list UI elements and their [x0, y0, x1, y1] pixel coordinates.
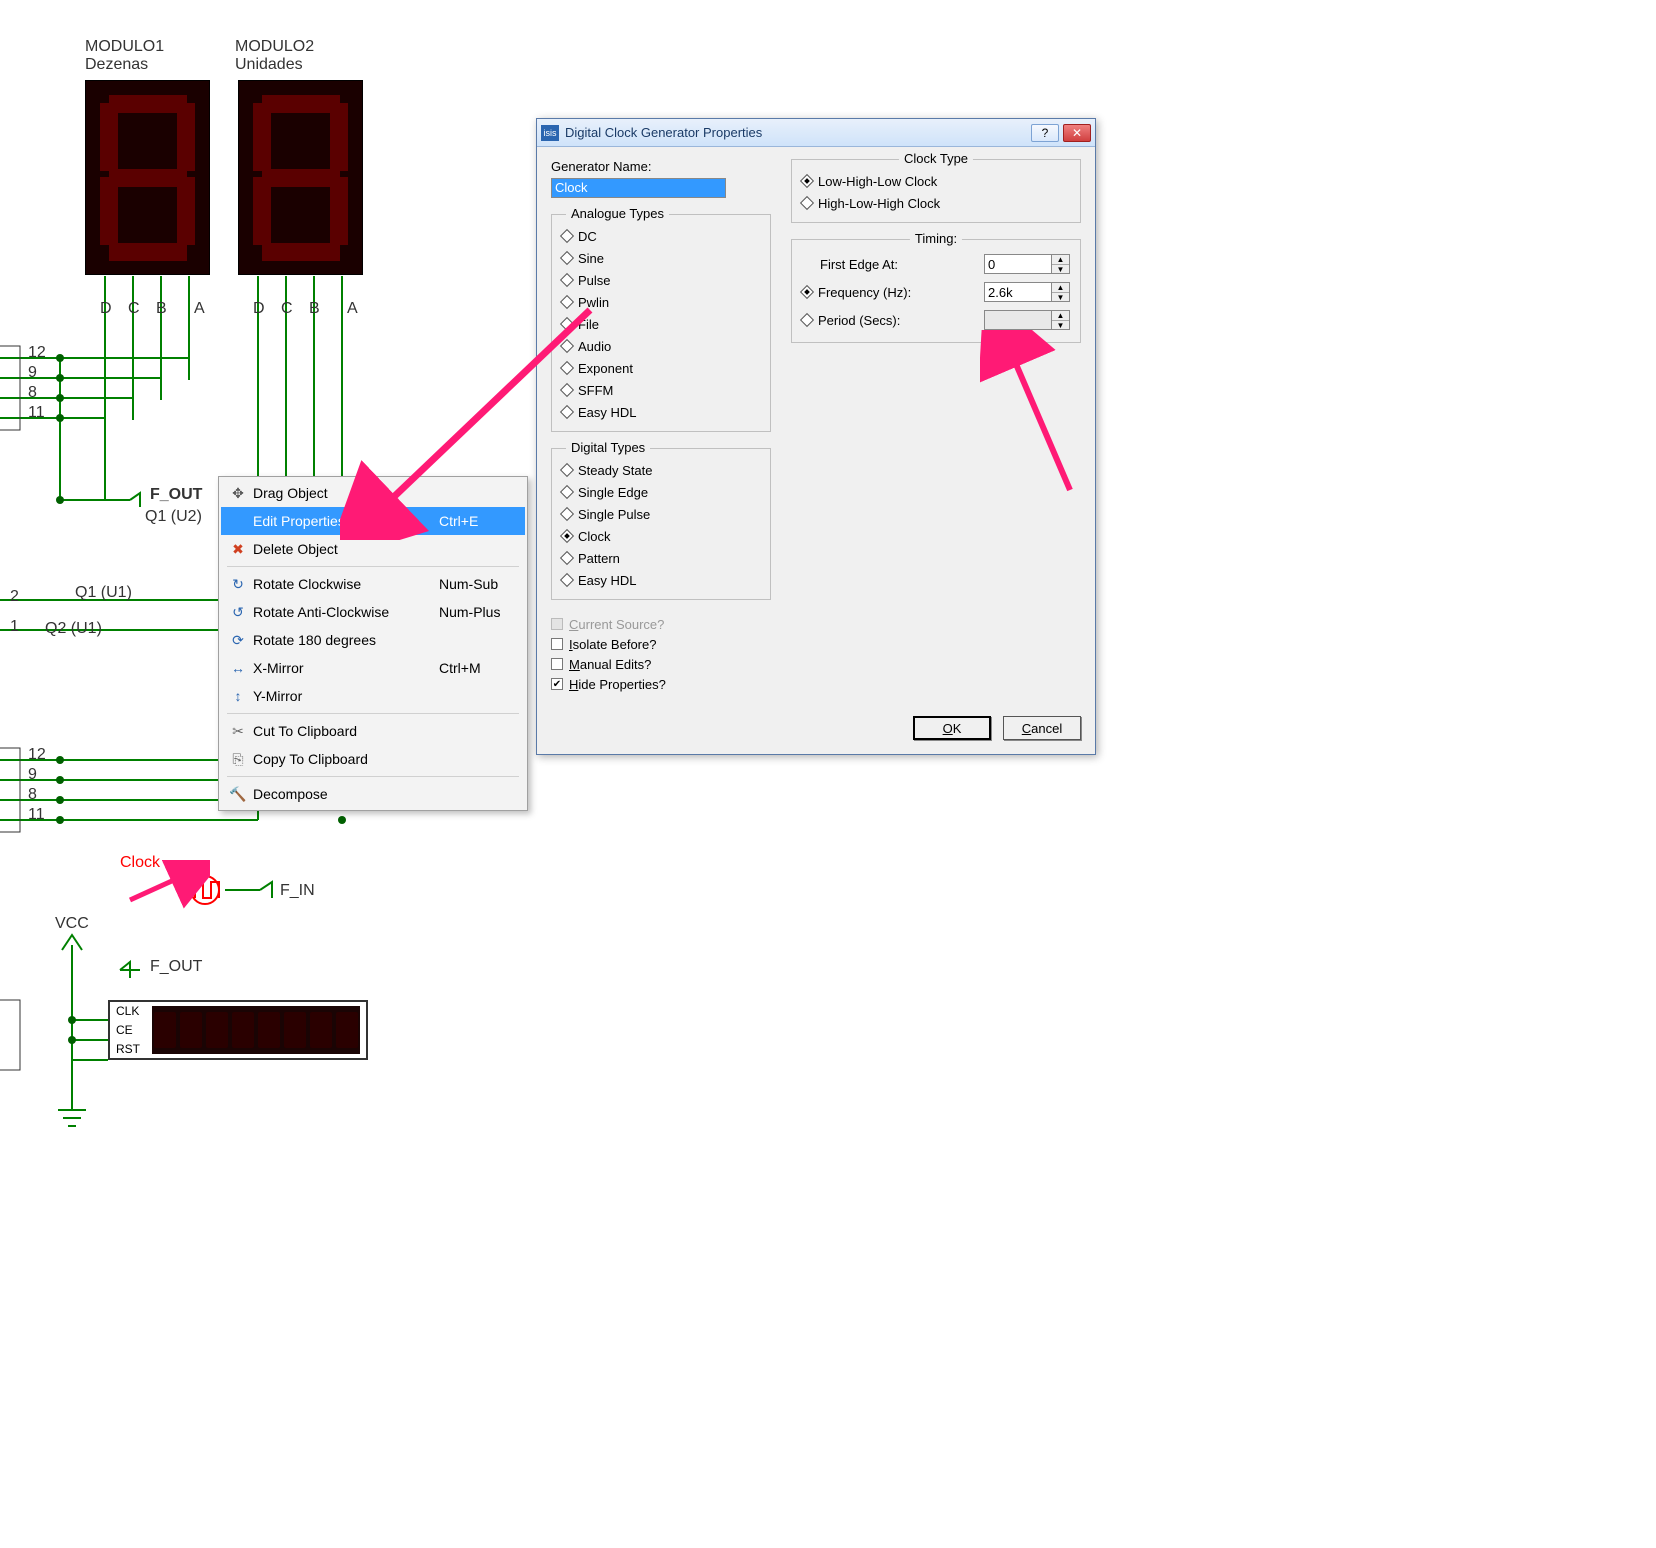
radio-option[interactable]: High-Low-High Clock	[802, 192, 1070, 214]
context-menu: ✥ Drag Object Edit Properties Ctrl+E✖ De…	[218, 476, 528, 811]
modulo1-label: MODULO1Dezenas	[85, 38, 164, 73]
pin-9-b: 9	[28, 766, 37, 784]
radio-option[interactable]: Pulse	[562, 269, 760, 291]
pin-a1: A	[194, 300, 205, 318]
radio-option[interactable]: Audio	[562, 335, 760, 357]
pin-8-b: 8	[28, 786, 37, 804]
dialog-title: Digital Clock Generator Properties	[565, 125, 1027, 140]
checkbox-row: Current Source?	[551, 614, 771, 634]
checkbox-row[interactable]: Isolate Before?	[551, 634, 771, 654]
radio-option[interactable]: Single Edge	[562, 481, 760, 503]
radio-option[interactable]: Sine	[562, 247, 760, 269]
radio-option[interactable]: Easy HDL	[562, 401, 760, 423]
menu-item[interactable]: Edit Properties Ctrl+E	[221, 507, 525, 535]
radio-option[interactable]: Single Pulse	[562, 503, 760, 525]
menu-item[interactable]: ✥ Drag Object	[221, 479, 525, 507]
num2-label: 2	[10, 588, 19, 606]
menu-item[interactable]: ✖ Delete Object	[221, 535, 525, 563]
seven-seg-2	[238, 80, 363, 275]
menu-item[interactable]: ⟳ Rotate 180 degrees	[221, 626, 525, 654]
radio-option[interactable]: DC	[562, 225, 760, 247]
f-out-label: F_OUT	[150, 486, 202, 504]
clock-type-group: Clock Type Low-High-Low ClockHigh-Low-Hi…	[791, 159, 1081, 223]
counter-display: CLK CE RST	[108, 1000, 368, 1060]
dialog-titlebar[interactable]: isis Digital Clock Generator Properties …	[537, 119, 1095, 147]
pin-12-b: 12	[28, 746, 46, 764]
q2u1-label: Q2 (U1)	[45, 620, 102, 638]
properties-dialog: isis Digital Clock Generator Properties …	[536, 118, 1096, 755]
digital-types-group: Digital Types Steady StateSingle EdgeSin…	[551, 448, 771, 600]
pin-c2: C	[281, 300, 293, 318]
checkbox-row[interactable]: ✔Hide Properties?	[551, 674, 771, 694]
counter-port-ce: CE	[116, 1023, 152, 1037]
pin-a2: A	[347, 300, 358, 318]
timing-group: Timing: First Edge At: ▲▼ Frequency (Hz)…	[791, 239, 1081, 343]
modulo2-label: MODULO2Unidades	[235, 38, 314, 73]
gen-name-label: Generator Name:	[551, 159, 771, 174]
q1u2-label: Q1 (U2)	[145, 508, 202, 526]
pin-b1: B	[156, 300, 167, 318]
f-out2-label: F_OUT	[150, 958, 202, 976]
menu-item[interactable]: ↺ Rotate Anti-Clockwise Num-Plus	[221, 598, 525, 626]
help-button[interactable]: ?	[1031, 124, 1059, 142]
analogue-types-group: Analogue Types DCSinePulsePwlinFileAudio…	[551, 214, 771, 432]
period-input[interactable]: ▲▼	[984, 310, 1070, 330]
vcc-label: VCC	[55, 915, 89, 933]
menu-separator	[227, 566, 519, 567]
q1u1-label: Q1 (U1)	[75, 584, 132, 602]
seven-seg-1	[85, 80, 210, 275]
pin-8-a: 8	[28, 384, 37, 402]
pin-b2: B	[309, 300, 320, 318]
radio-option[interactable]: Pattern	[562, 547, 760, 569]
counter-port-rst: RST	[116, 1042, 152, 1056]
pin-11-b: 11	[28, 806, 45, 824]
ok-button[interactable]: OOKK	[913, 716, 991, 740]
close-button[interactable]: ✕	[1063, 124, 1091, 142]
menu-item[interactable]: ⎘ Copy To Clipboard	[221, 745, 525, 773]
freq-input[interactable]: ▲▼	[984, 282, 1070, 302]
gen-name-input[interactable]: Clock	[551, 178, 726, 198]
radio-option[interactable]: Easy HDL	[562, 569, 760, 591]
first-edge-input[interactable]: ▲▼	[984, 254, 1070, 274]
cancel-button[interactable]: Cancel	[1003, 716, 1081, 740]
radio-option[interactable]: Pwlin	[562, 291, 760, 313]
menu-item[interactable]: ✂ Cut To Clipboard	[221, 717, 525, 745]
menu-item[interactable]: ↔ X-Mirror Ctrl+M	[221, 654, 525, 682]
radio-option[interactable]: Exponent	[562, 357, 760, 379]
radio-option[interactable]: Low-High-Low Clock	[802, 170, 1070, 192]
freq-radio[interactable]	[800, 285, 814, 299]
num1-label: 1	[10, 618, 19, 636]
counter-port-clk: CLK	[116, 1004, 152, 1018]
pin-11-a: 11	[28, 404, 45, 422]
dialog-icon: isis	[541, 125, 559, 141]
pin-9-a: 9	[28, 364, 37, 382]
radio-option[interactable]: Clock	[562, 525, 760, 547]
freq-label: Frequency (Hz):	[818, 285, 978, 300]
radio-option[interactable]: File	[562, 313, 760, 335]
menu-item[interactable]: ↕ Y-Mirror	[221, 682, 525, 710]
f-in-label: F_IN	[280, 882, 315, 900]
menu-separator	[227, 776, 519, 777]
first-edge-label: First Edge At:	[820, 257, 978, 272]
period-label: Period (Secs):	[818, 313, 978, 328]
clock-label: Clock	[120, 854, 160, 872]
radio-option[interactable]: Steady State	[562, 459, 760, 481]
menu-item[interactable]: 🔨 Decompose	[221, 780, 525, 808]
pin-d2: D	[253, 300, 265, 318]
radio-option[interactable]: SFFM	[562, 379, 760, 401]
pin-12-a: 12	[28, 344, 46, 362]
menu-separator	[227, 713, 519, 714]
menu-item[interactable]: ↻ Rotate Clockwise Num-Sub	[221, 570, 525, 598]
checkbox-row[interactable]: Manual Edits?	[551, 654, 771, 674]
pin-d1: D	[100, 300, 112, 318]
pin-c1: C	[128, 300, 140, 318]
period-radio[interactable]	[800, 313, 814, 327]
